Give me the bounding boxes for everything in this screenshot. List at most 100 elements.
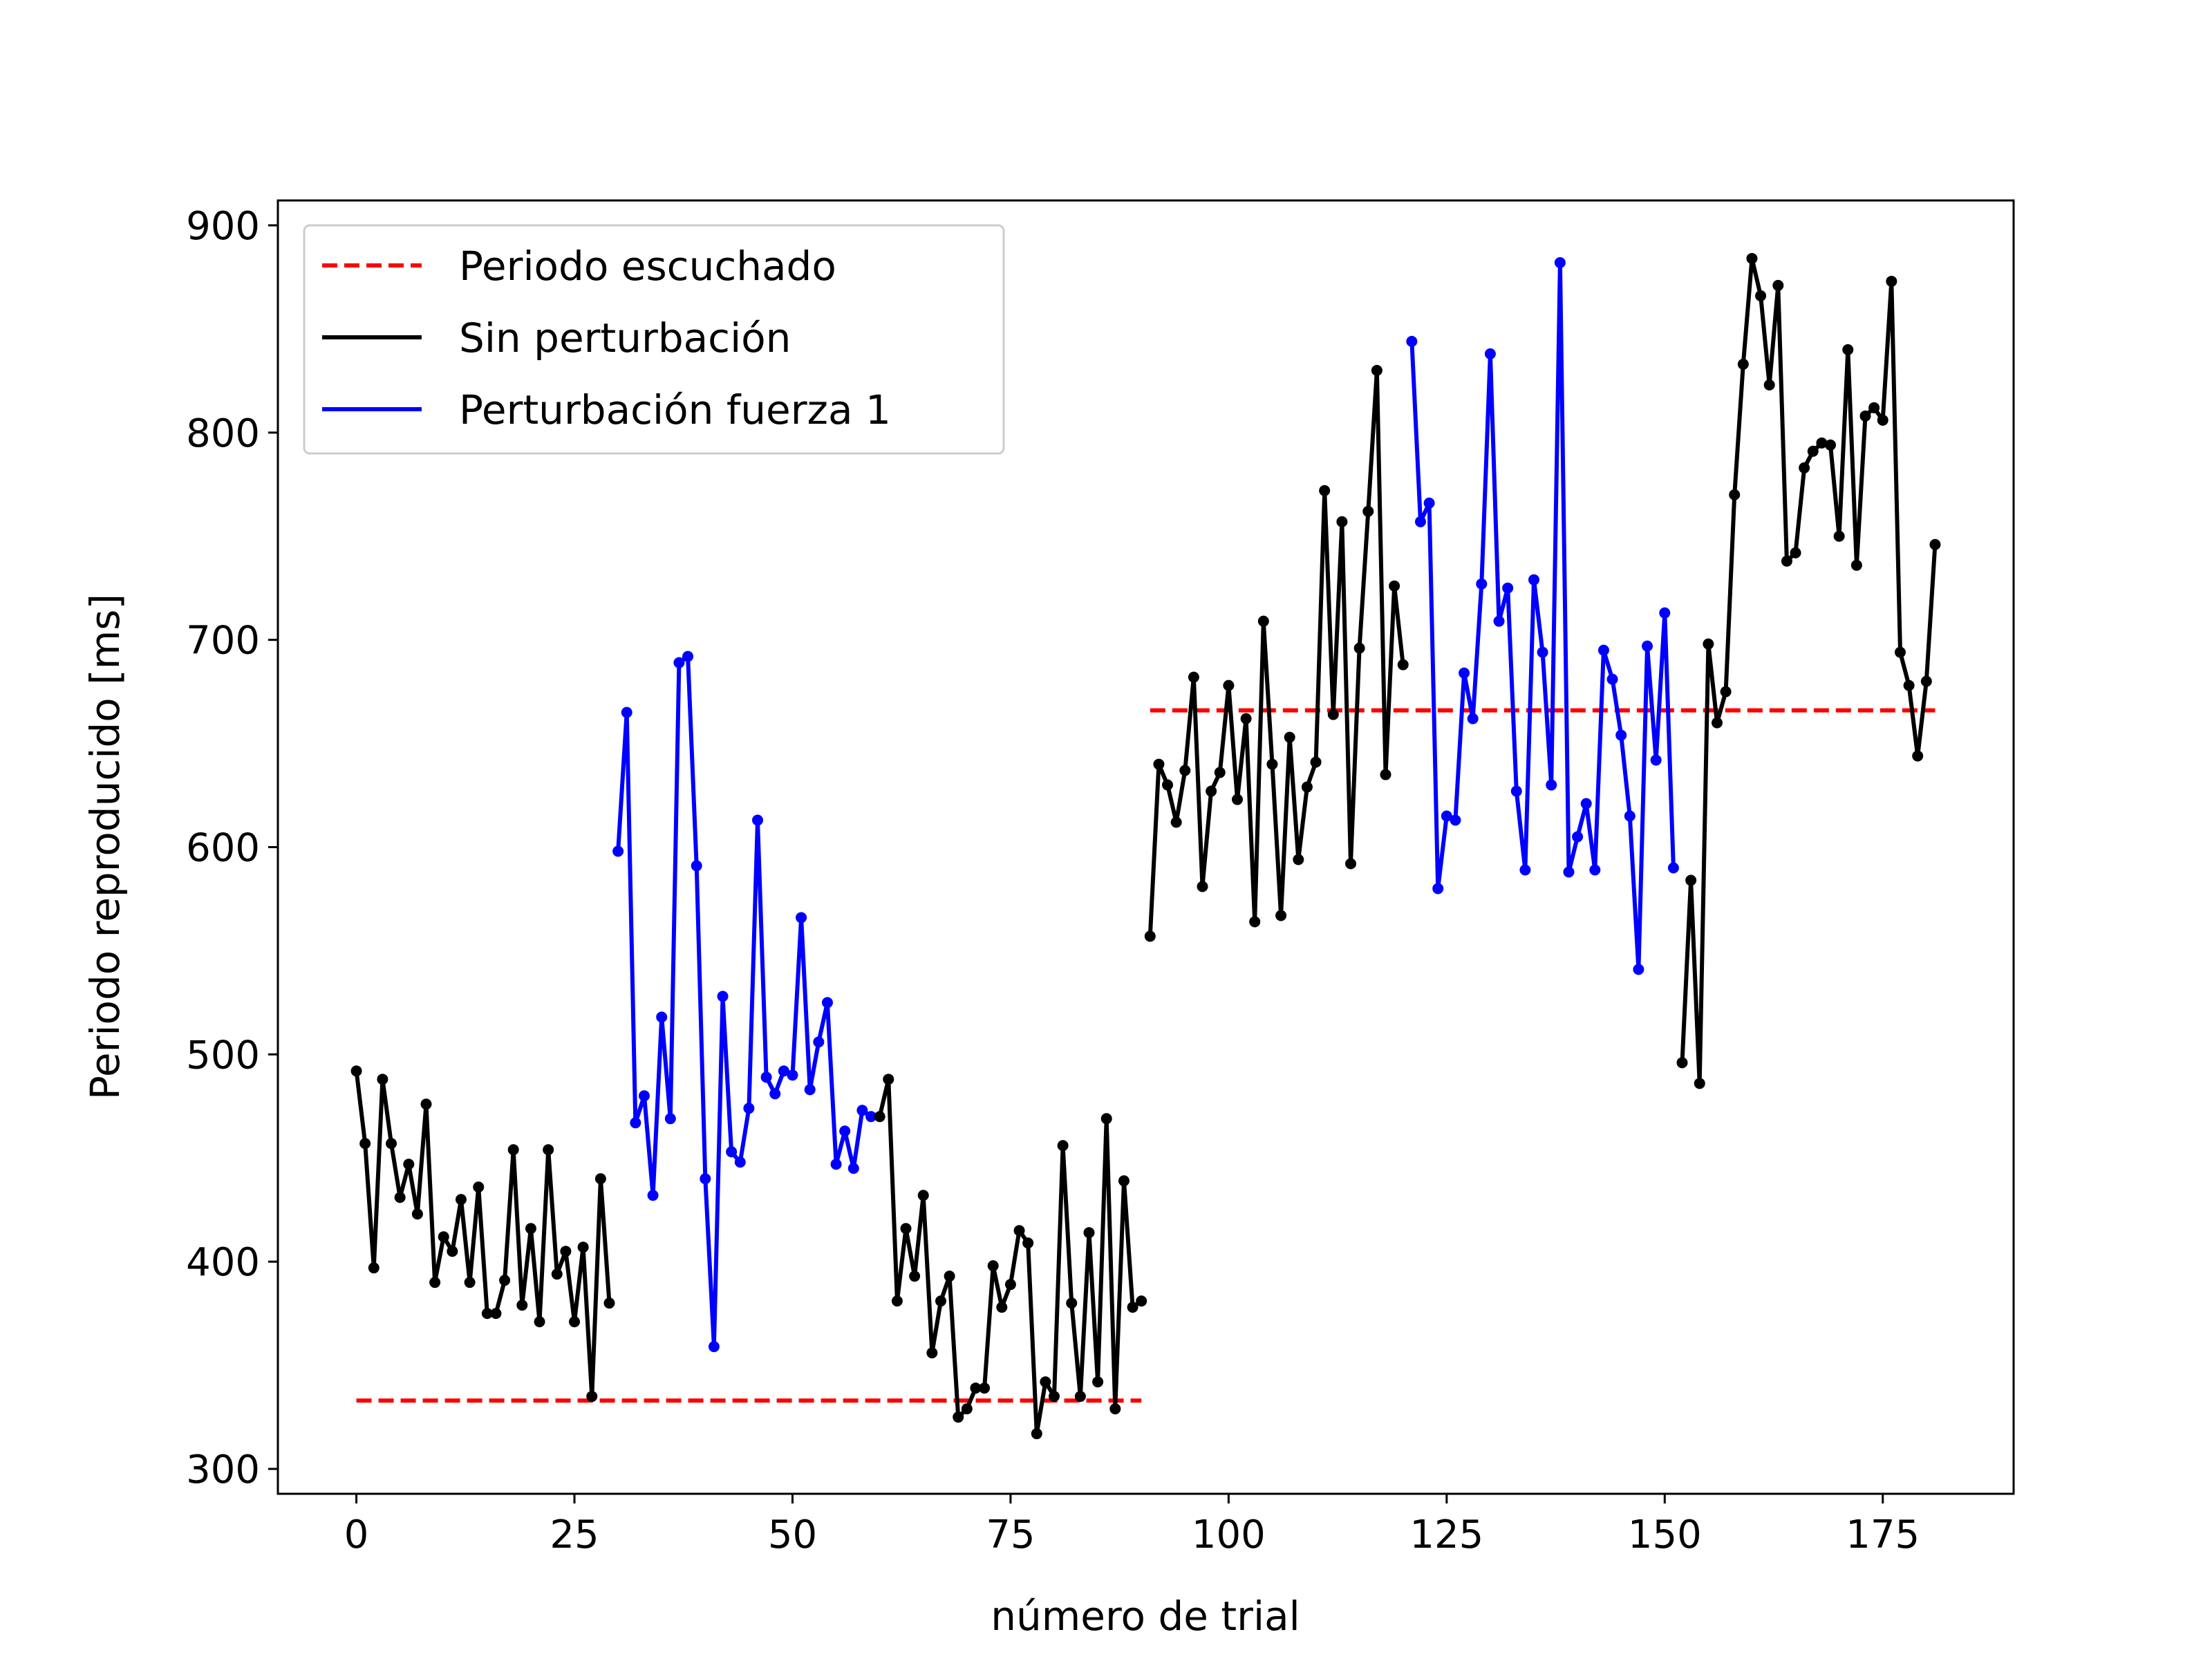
data-point [1502,582,1514,594]
legend-label-1: Sin perturbación [459,315,791,362]
y-tick-label: 500 [186,1033,260,1078]
data-point [664,1113,676,1125]
data-point [1650,754,1662,766]
data-point [411,1208,423,1220]
data-point [534,1316,545,1328]
data-point [1606,673,1618,685]
data-point [1336,516,1348,527]
data-point [1092,1376,1104,1388]
data-point [447,1246,458,1257]
data-point [1257,615,1269,627]
data-point [1467,713,1479,724]
series-line-1 [616,654,872,1349]
x-tick-label: 175 [1846,1512,1920,1557]
data-point [1868,402,1880,413]
data-point [1380,769,1391,780]
data-point [1894,646,1906,658]
data-point [874,1111,885,1123]
y-axis: 300 400 500 600 700 800 900 [186,204,278,1492]
data-point [1720,686,1732,697]
data-point [1083,1227,1095,1239]
x-tick-label: 75 [986,1512,1035,1557]
data-point [1266,758,1278,770]
data-point [1790,547,1801,559]
data-point [1397,659,1409,671]
data-point [1763,379,1775,391]
x-tick-label: 0 [344,1512,369,1557]
data-point [1406,335,1418,347]
data-point [1859,410,1871,422]
data-point [1711,717,1723,729]
data-point [1642,640,1653,652]
y-tick-label: 400 [186,1240,260,1285]
data-point [1362,505,1374,517]
data-point [726,1146,738,1158]
data-point [900,1223,912,1235]
data-point [1537,646,1548,658]
data-point [1327,709,1339,720]
data-point [350,1065,362,1077]
data-point [429,1277,441,1288]
data-point [656,1011,668,1023]
data-point [1319,485,1331,496]
data-point [821,997,833,1009]
data-point [1694,1078,1705,1089]
data-point [577,1241,589,1253]
data-point [630,1117,641,1129]
data-point [1825,439,1837,451]
data-point [1850,559,1862,571]
data-point [1676,1057,1688,1069]
legend: Periodo escuchado Sin perturbación Perturb… [303,224,1005,455]
data-point [1013,1225,1025,1237]
data-point [1345,858,1357,870]
x-tick-label: 100 [1192,1512,1266,1557]
legend-box [303,224,1005,455]
data-point [1414,516,1426,527]
data-point [743,1103,755,1114]
data-point [700,1173,711,1185]
data-point [1459,667,1470,679]
data-point [603,1297,615,1309]
data-point [734,1156,746,1168]
data-point [1249,916,1261,928]
data-point [1624,810,1635,822]
data-point [1441,810,1452,822]
data-point [1170,816,1182,828]
data-point [961,1403,973,1415]
data-point [1493,615,1505,627]
data-point [1799,462,1810,474]
data-point [1833,530,1845,542]
data-point [490,1308,502,1320]
data-point [1659,607,1671,619]
data-point [682,650,694,662]
data-point [507,1144,519,1156]
data-point [1127,1302,1138,1313]
data-point [787,1069,798,1081]
data-point [499,1275,511,1286]
data-point [996,1302,1008,1313]
x-tick-label: 150 [1628,1512,1702,1557]
data-point [804,1084,816,1096]
data-point [1580,798,1592,809]
y-axis-label: Periodo reproducido [ms] [82,594,129,1100]
data-point [1162,779,1174,791]
y-tick-label: 300 [186,1447,260,1492]
data-point [708,1341,720,1353]
data-point [865,1111,877,1123]
data-point [1685,874,1697,886]
data-point [1597,644,1609,656]
data-point [1389,580,1400,592]
data-point [1554,256,1566,268]
data-point [1929,538,1941,550]
data-point [1188,671,1199,683]
data-point [1275,910,1287,921]
data-point [1589,864,1601,876]
data-point [1136,1295,1147,1307]
data-point [953,1412,964,1423]
data-point [1528,574,1540,585]
data-point [1074,1391,1086,1403]
data-point [796,912,807,924]
y-tick-label: 700 [186,619,260,664]
data-point [594,1173,606,1185]
